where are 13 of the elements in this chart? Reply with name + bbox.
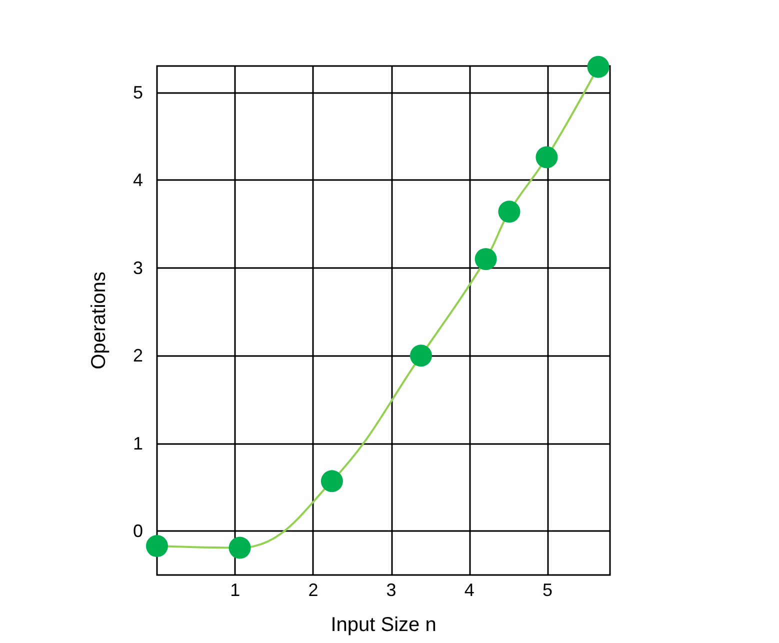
x-tick-label: 4 [464,580,474,600]
y-tick-label: 2 [132,346,143,366]
x-axis-title: Input Size n [330,614,436,636]
x-tick-label: 5 [542,580,553,600]
y-tick-label: 1 [132,433,143,454]
y-tick-label: 3 [132,258,143,278]
y-tick-label: 4 [132,170,143,190]
x-tick-label: 1 [230,580,240,600]
y-tick-label: 5 [132,82,143,102]
y-axis-title: Operations [88,272,110,370]
x-tick-label: 3 [386,580,396,600]
y-tick-label: 0 [132,521,143,542]
x-tick-label: 2 [308,580,318,600]
